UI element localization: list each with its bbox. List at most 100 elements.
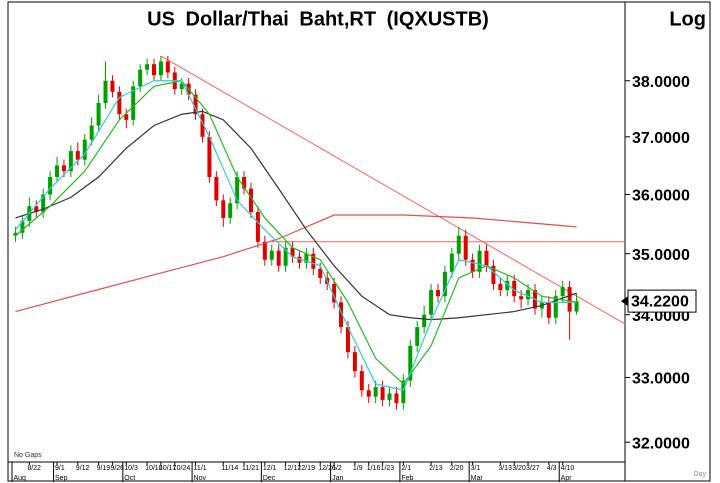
- month-label: Dec: [263, 475, 276, 482]
- x-tick-label: 10/24: [173, 465, 191, 472]
- candle-body: [48, 177, 53, 195]
- candle-body: [13, 232, 18, 236]
- x-tick-label: 9/26: [110, 465, 124, 472]
- candle-body: [82, 139, 87, 160]
- x-tick-label: 9/12: [76, 465, 90, 472]
- month-label: Aug: [13, 475, 26, 482]
- candle-body: [75, 151, 80, 160]
- candle-body: [311, 253, 316, 269]
- x-tick-label: 9/1: [55, 465, 65, 472]
- candle-body: [89, 125, 94, 140]
- scale-label: Log: [669, 8, 706, 30]
- candle-body: [214, 177, 219, 201]
- moving-average: [15, 110, 577, 321]
- candle-body: [567, 287, 572, 312]
- x-tick-label: 3/1: [471, 465, 481, 472]
- candle-body: [449, 253, 454, 272]
- month-label: Sep: [55, 475, 68, 482]
- candle-body: [283, 247, 288, 266]
- x-tick-label: 1/9: [353, 465, 363, 472]
- candle-body: [20, 220, 25, 233]
- candle-body: [422, 314, 427, 328]
- candle-body: [491, 265, 496, 284]
- candle-body: [546, 302, 551, 318]
- y-tick-label: 38.0000: [632, 74, 690, 91]
- candle-body: [345, 327, 350, 353]
- x-tick-label: 10/17: [159, 465, 177, 472]
- candle-body: [470, 259, 475, 272]
- candle-body: [519, 296, 524, 300]
- candle-body: [394, 393, 399, 404]
- candle-body: [165, 61, 170, 73]
- candle-body: [436, 290, 440, 297]
- x-tick-label: 12/26: [318, 465, 336, 472]
- candle-body: [366, 390, 371, 397]
- candle-body: [373, 387, 378, 397]
- candle-body: [339, 302, 344, 328]
- x-tick-label: 12/1: [263, 465, 277, 472]
- moving-average: [15, 80, 577, 391]
- candle-body: [269, 250, 274, 260]
- candle-body: [442, 271, 447, 297]
- last-price-arrow: [621, 296, 628, 307]
- frame: [7, 1, 711, 482]
- candle-body: [276, 250, 281, 266]
- x-tick-label: 9/19: [97, 465, 111, 472]
- candle-body: [560, 287, 565, 297]
- candle-body: [179, 83, 184, 90]
- candle-body: [304, 253, 309, 263]
- x-tick-label: 3/13: [498, 465, 512, 472]
- y-tick-label: 33.0000: [632, 371, 690, 388]
- candle-body: [512, 280, 517, 297]
- candle-body: [408, 345, 413, 381]
- month-label: Nov: [194, 475, 207, 482]
- x-tick-label: 1/16: [367, 465, 381, 472]
- month-label: Feb: [401, 475, 413, 482]
- x-tick-label: 3/27: [526, 465, 540, 472]
- candle-body: [463, 235, 468, 260]
- candle-body: [290, 247, 295, 257]
- x-tick-label: 1/2: [332, 465, 342, 472]
- candle-body: [387, 393, 392, 400]
- candle-body: [207, 136, 212, 178]
- moving-average: [15, 80, 577, 385]
- month-label: Oct: [124, 475, 135, 482]
- candle-body: [221, 200, 226, 218]
- x-tick-label: 10/10: [145, 465, 163, 472]
- candle-body: [380, 387, 385, 400]
- candle-body: [553, 296, 558, 318]
- candle-body: [117, 91, 122, 115]
- candle-body: [352, 352, 357, 372]
- candle-body: [477, 250, 482, 272]
- trendline: [160, 55, 626, 325]
- candle-body: [131, 86, 136, 120]
- candle-body: [456, 235, 461, 254]
- candle-body: [103, 80, 108, 104]
- y-tick-label: 36.0000: [632, 188, 690, 205]
- x-tick-label: 3/20: [512, 465, 526, 472]
- x-tick-label: 1/23: [381, 465, 395, 472]
- x-tick-label: 2/20: [450, 465, 464, 472]
- candle-body: [145, 64, 150, 70]
- month-label: Mar: [471, 475, 484, 482]
- x-tick-label: 10/3: [124, 465, 138, 472]
- gaps-label: No Gaps: [14, 452, 42, 459]
- candle-body: [401, 380, 406, 404]
- x-tick-label: 11/21: [242, 465, 259, 472]
- candle-body: [61, 165, 66, 172]
- candle-body: [297, 256, 302, 263]
- candle-body: [55, 165, 60, 178]
- x-tick-label: 4/10: [561, 465, 575, 472]
- x-tick-label: 11/1: [194, 465, 207, 472]
- candle-body: [228, 203, 233, 218]
- candle-body: [235, 177, 240, 204]
- candle-body: [262, 241, 267, 260]
- x-tick-label: 4/3: [547, 465, 557, 472]
- y-tick-label: 37.0000: [632, 130, 690, 147]
- candle-body: [415, 327, 420, 346]
- y-tick-label: 35.0000: [632, 247, 690, 264]
- x-tick-label: 11/14: [221, 465, 238, 472]
- candle-body: [248, 188, 253, 213]
- month-label: Jan: [332, 475, 343, 482]
